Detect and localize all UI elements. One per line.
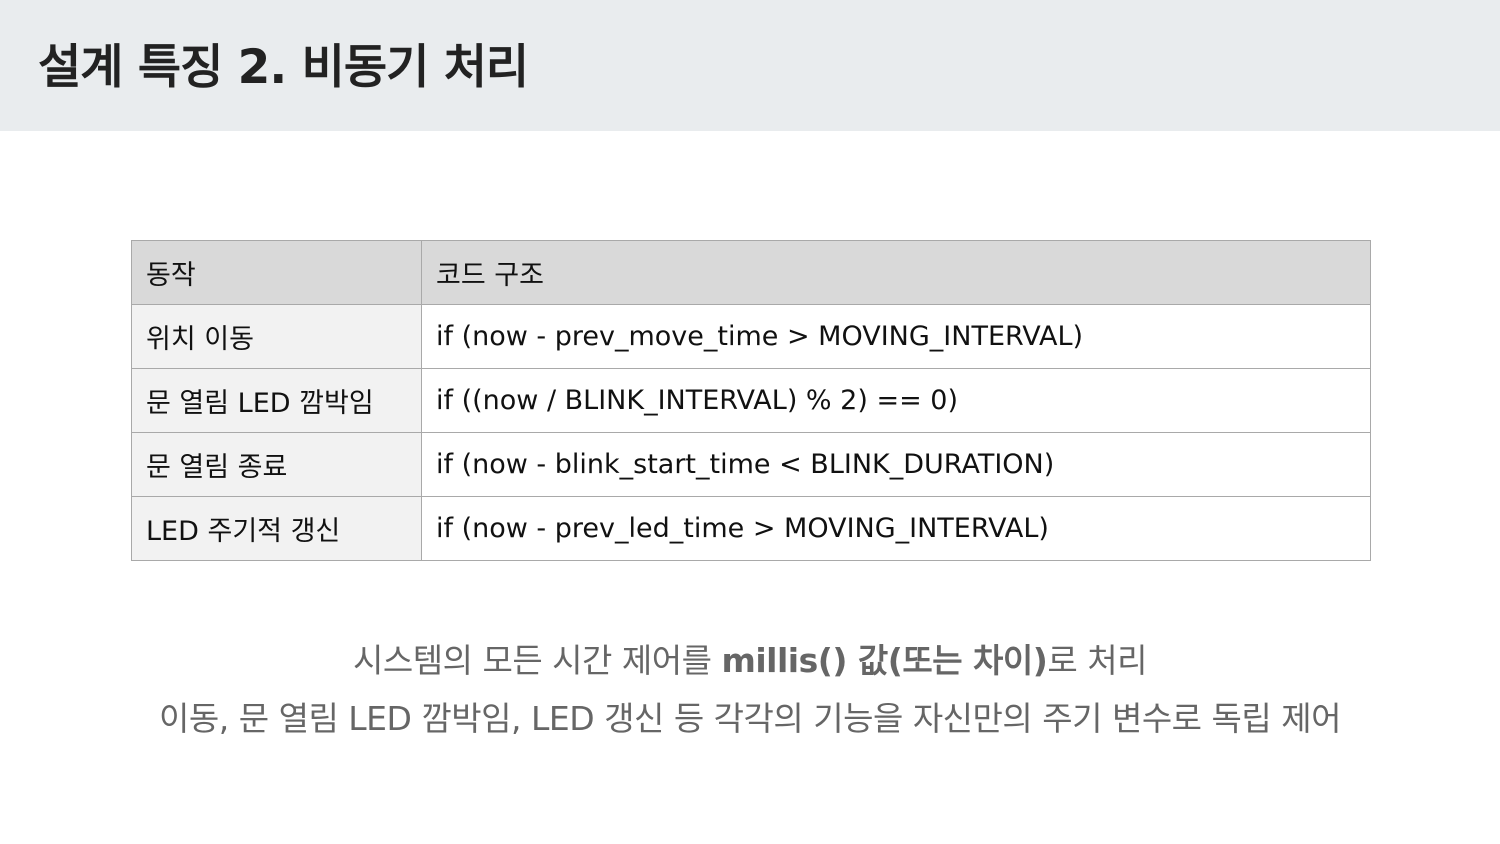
- column-header-code: 코드 구조: [421, 240, 1371, 305]
- table-cell-action: LED 주기적 갱신: [131, 496, 422, 561]
- summary-line-2: 이동, 문 열림 LED 깜박임, LED 갱신 등 각각의 기능을 자신만의 …: [159, 699, 1341, 738]
- table-cell-code: if (now - prev_led_time > MOVING_INTERVA…: [421, 496, 1371, 561]
- table-cell-code: if ((now / BLINK_INTERVAL) % 2) == 0): [421, 368, 1371, 433]
- table-cell-code: if (now - prev_move_time > MOVING_INTERV…: [421, 304, 1371, 369]
- summary-text: 시스템의 모든 시간 제어를 millis() 값(또는 차이)로 처리 이동,…: [0, 632, 1500, 748]
- summary-line-1-prefix: 시스템의 모든 시간 제어를: [353, 641, 722, 680]
- slide-title: 설계 특징 2. 비동기 처리: [38, 40, 529, 95]
- table-cell-action: 위치 이동: [131, 304, 422, 369]
- table-row: 위치 이동 if (now - prev_move_time > MOVING_…: [131, 304, 1371, 369]
- column-header-action: 동작: [131, 240, 422, 305]
- slide-header: 설계 특징 2. 비동기 처리: [0, 0, 1500, 131]
- summary-line-1: 시스템의 모든 시간 제어를 millis() 값(또는 차이)로 처리: [0, 632, 1500, 690]
- summary-line-1-suffix: 로 처리: [1047, 641, 1147, 680]
- table-cell-action: 문 열림 LED 깜박임: [131, 368, 422, 433]
- table-cell-action: 문 열림 종료: [131, 432, 422, 497]
- table-row: LED 주기적 갱신 if (now - prev_led_time > MOV…: [131, 496, 1371, 561]
- summary-line-1-emphasis: millis() 값(또는 차이): [721, 641, 1048, 680]
- behavior-code-table: 동작 코드 구조 위치 이동 if (now - prev_move_time …: [131, 240, 1371, 561]
- table-header-row: 동작 코드 구조: [131, 240, 1371, 305]
- table-row: 문 열림 LED 깜박임 if ((now / BLINK_INTERVAL) …: [131, 368, 1371, 433]
- table-row: 문 열림 종료 if (now - blink_start_time < BLI…: [131, 432, 1371, 497]
- table-cell-code: if (now - blink_start_time < BLINK_DURAT…: [421, 432, 1371, 497]
